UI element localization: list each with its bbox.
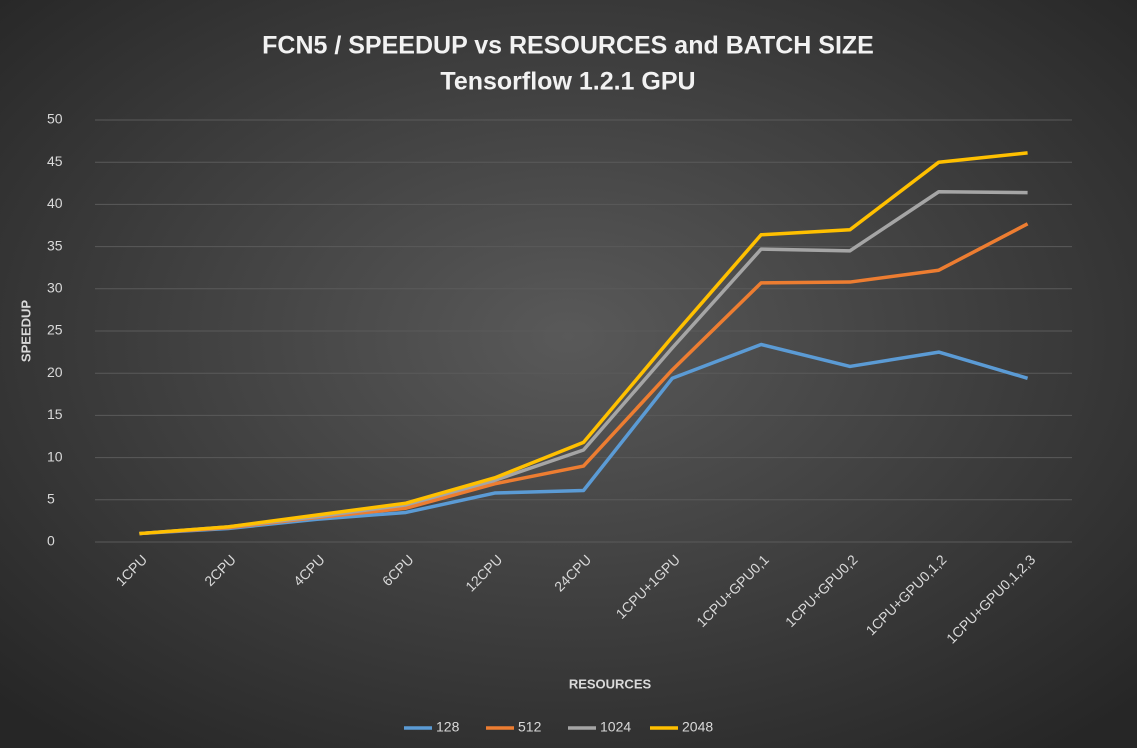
x-axis-title: RESOURCES [569, 676, 652, 691]
y-tick-label: 10 [47, 448, 63, 464]
y-axis-title: SPEEDUP [18, 300, 33, 362]
y-tick-label: 45 [47, 153, 63, 169]
y-tick-label: 20 [47, 364, 63, 380]
legend-label: 128 [436, 719, 460, 735]
legend-label: 1024 [600, 719, 631, 735]
legend-label: 512 [518, 719, 542, 735]
y-tick-label: 50 [47, 111, 63, 127]
series-line [139, 151, 1028, 536]
legend-label: 2048 [682, 719, 713, 735]
y-tick-label: 40 [47, 195, 63, 211]
y-tick-label: 15 [47, 406, 63, 422]
y-tick-label: 5 [47, 491, 55, 507]
y-tick-label: 25 [47, 322, 63, 338]
y-tick-label: 35 [47, 237, 63, 253]
chart-title: FCN5 / SPEEDUP vs RESOURCES and BATCH SI… [262, 32, 874, 60]
y-tick-label: 0 [47, 533, 55, 549]
chart-subtitle: Tensorflow 1.2.1 GPU [440, 68, 695, 96]
y-tick-label: 30 [47, 280, 63, 296]
